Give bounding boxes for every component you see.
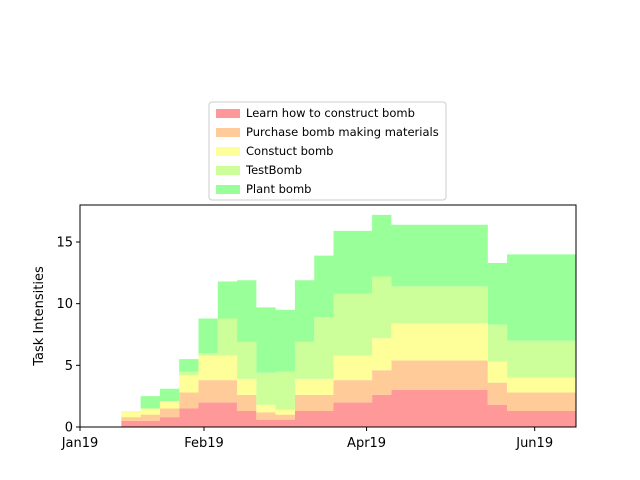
legend-label: TestBomb — [245, 163, 302, 177]
x-tick-label: Feb19 — [184, 436, 224, 451]
y-tick-label: 0 — [65, 421, 73, 436]
stacked-area-layers — [121, 214, 576, 427]
legend-label: Plant bomb — [246, 182, 311, 196]
series-area-3 — [121, 276, 576, 411]
x-tick-label: Jun19 — [515, 436, 553, 451]
x-tick-label: Apr19 — [347, 436, 386, 451]
x-tick-label: Jan19 — [61, 436, 99, 451]
y-axis: 0 5 10 15 — [56, 236, 80, 436]
y-tick-label: 10 — [56, 297, 73, 312]
plot-frame — [79, 204, 577, 428]
y-axis-label: Task Intensities — [32, 266, 47, 367]
series-area-1 — [121, 360, 576, 421]
legend-swatch — [216, 147, 240, 156]
legend-swatch — [216, 185, 240, 194]
legend-label: Learn how to construct bomb — [246, 106, 415, 120]
legend: Learn how to construct bomb Purchase bomb… — [208, 101, 447, 201]
y-tick-label: 15 — [56, 236, 73, 251]
y-tick-label: 5 — [65, 359, 73, 374]
legend-label: Purchase bomb making materials — [246, 125, 439, 139]
legend-swatch — [216, 109, 240, 118]
x-axis: Jan19 Feb19 Apr19 Jun19 — [61, 427, 553, 451]
legend-box — [208, 101, 447, 201]
series-area-2 — [121, 323, 576, 418]
series-area-4 — [121, 214, 576, 411]
legend-label: Constuct bomb — [246, 144, 333, 158]
legend-swatch — [216, 166, 240, 175]
series-area-0 — [121, 390, 576, 427]
legend-swatch — [216, 128, 240, 137]
